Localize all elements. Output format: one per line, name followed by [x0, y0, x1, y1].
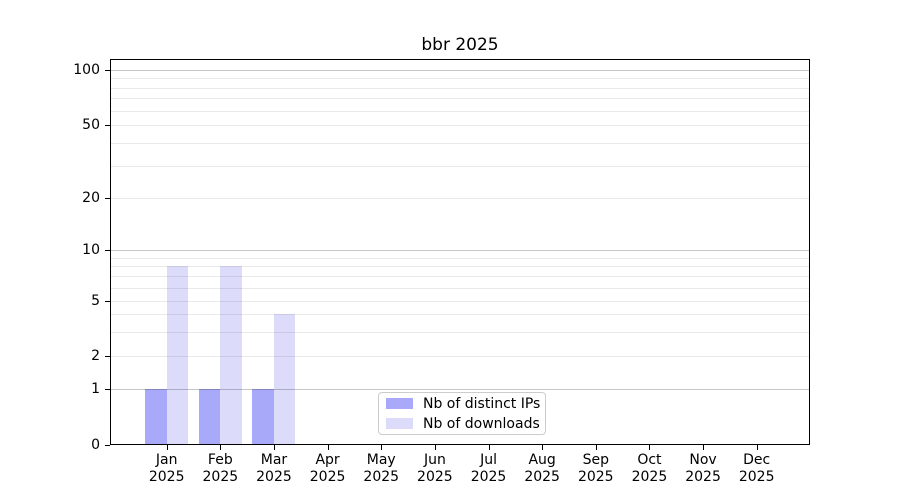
legend-swatch-distinct-ips	[386, 398, 413, 409]
gridline-minor	[110, 301, 810, 302]
y-tick-label: 5	[91, 293, 100, 309]
x-tick-label-jun: Jun 2025	[417, 452, 453, 485]
y-tick-mark	[105, 198, 110, 199]
x-tick-mark	[649, 445, 651, 450]
legend-label-distinct-ips: Nb of distinct IPs	[423, 395, 541, 412]
x-tick-mark	[166, 445, 168, 450]
plot-area	[110, 59, 810, 445]
x-tick-label-nov: Nov 2025	[685, 452, 721, 485]
x-tick-mark	[542, 445, 544, 450]
y-tick-mark	[105, 301, 110, 302]
x-tick-mark	[595, 445, 597, 450]
gridline-minor	[110, 98, 810, 100]
bar-nb-of-distinct-ips-mar	[252, 389, 274, 445]
gridline-major	[110, 70, 810, 71]
y-tick-mark	[105, 125, 110, 126]
gridline-minor	[110, 125, 810, 126]
bar-nb-of-distinct-ips-feb	[198, 389, 221, 445]
gridline-minor	[110, 276, 810, 278]
bar-nb-of-downloads-feb	[220, 266, 242, 445]
y-tick-mark	[105, 356, 110, 357]
x-tick-label-jul: Jul 2025	[470, 452, 507, 485]
y-tick-label: 20	[82, 190, 100, 206]
gridline-minor	[110, 266, 810, 268]
y-tick-mark	[105, 250, 110, 251]
legend-label-downloads: Nb of downloads	[423, 415, 540, 432]
bar-nb-of-downloads-mar	[273, 314, 296, 445]
x-tick-mark	[756, 445, 758, 450]
legend-swatch-downloads	[386, 418, 413, 429]
gridline-major	[110, 250, 810, 251]
legend-item-downloads: Nb of downloads	[386, 415, 540, 432]
x-tick-mark	[273, 445, 275, 450]
y-tick-mark	[105, 70, 110, 71]
gridline-minor	[110, 314, 810, 316]
x-tick-label-mar: Mar 2025	[256, 452, 292, 485]
gridline-major	[110, 389, 810, 390]
x-tick-label-may: May 2025	[363, 452, 400, 485]
chart-title: bbr 2025	[421, 35, 499, 55]
y-tick-mark	[105, 445, 110, 446]
x-tick-label-jan: Jan 2025	[148, 452, 185, 485]
x-tick-label-aug: Aug 2025	[524, 452, 560, 485]
x-tick-mark	[327, 445, 329, 450]
x-tick-label-oct: Oct 2025	[631, 452, 668, 485]
gridline-minor	[110, 331, 810, 333]
x-tick-mark	[381, 445, 383, 450]
gridline-minor	[110, 87, 810, 89]
x-tick-label-apr: Apr 2025	[309, 452, 346, 485]
bar-nb-of-distinct-ips-jan	[145, 389, 167, 445]
y-tick-label: 0	[91, 437, 100, 453]
gridline-minor	[110, 110, 810, 112]
y-tick-label: 50	[82, 117, 100, 133]
x-tick-mark	[703, 445, 705, 450]
gridline-minor	[110, 287, 810, 289]
x-tick-mark	[220, 445, 222, 450]
x-tick-mark	[488, 445, 490, 450]
y-tick-label: 1	[91, 381, 100, 397]
x-tick-label-dec: Dec 2025	[738, 452, 775, 485]
legend: Nb of distinct IPs Nb of downloads	[378, 392, 546, 435]
y-tick-label: 100	[73, 62, 100, 78]
x-tick-mark	[434, 445, 436, 450]
gridline-minor	[110, 198, 810, 199]
y-tick-label: 10	[82, 242, 100, 258]
y-tick-mark	[105, 389, 110, 390]
bar-nb-of-downloads-jan	[166, 266, 189, 445]
y-tick-label: 2	[91, 348, 100, 364]
x-tick-label-feb: Feb 2025	[202, 452, 239, 485]
gridline-minor	[110, 142, 810, 144]
x-tick-label-sep: Sep 2025	[577, 452, 614, 485]
gridline-minor	[110, 165, 810, 167]
gridline-minor	[110, 257, 810, 259]
gridline-minor	[110, 78, 810, 80]
legend-item-distinct-ips: Nb of distinct IPs	[386, 395, 541, 412]
gridline-minor	[110, 356, 810, 357]
